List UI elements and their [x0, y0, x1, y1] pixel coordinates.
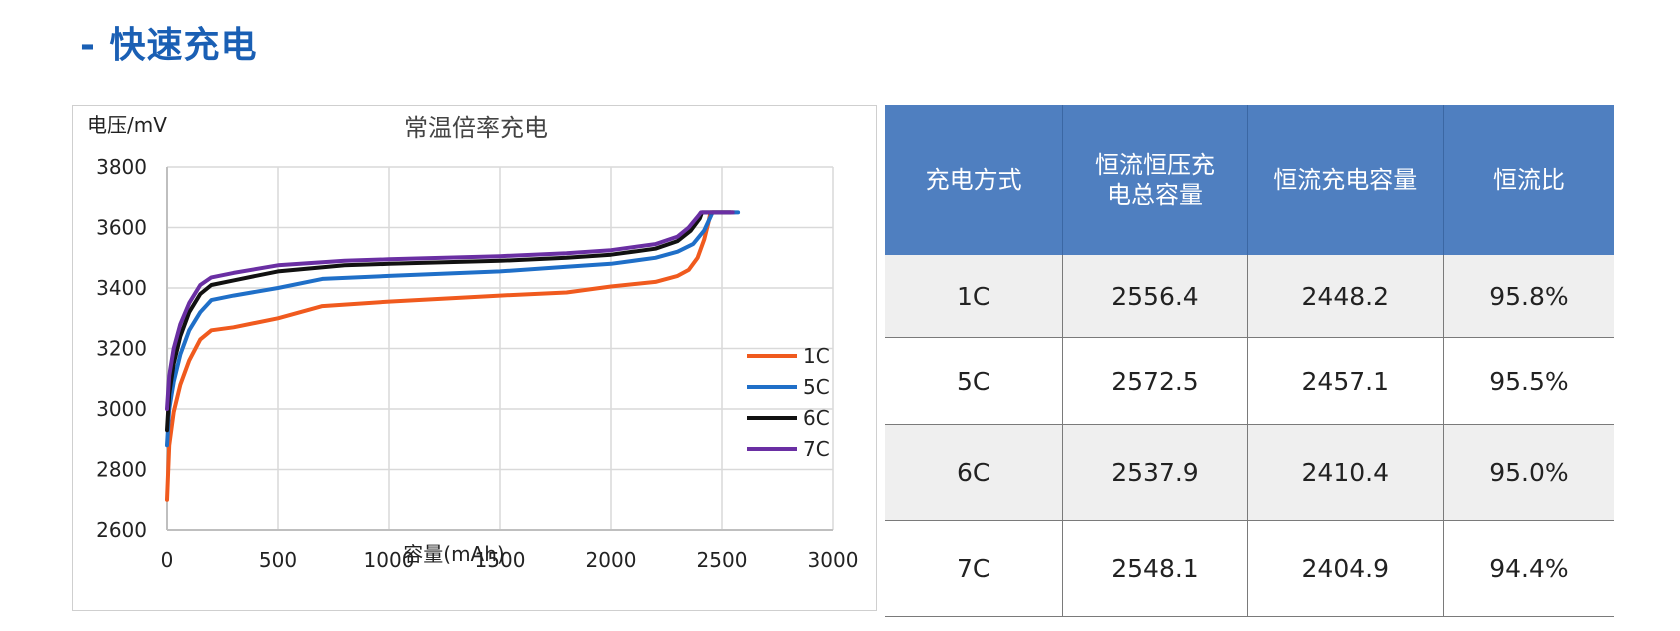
header-total-capacity: 恒流恒压充 电总容量 — [1062, 105, 1248, 255]
x-tick-label: 2500 — [697, 548, 748, 572]
y-tick-label: 3400 — [96, 276, 147, 300]
header-cc-capacity: 恒流充电容量 — [1247, 105, 1444, 255]
legend-label-5C: 5C — [803, 375, 830, 399]
y-tick-label: 3800 — [96, 155, 147, 179]
x-tick-label: 3000 — [808, 548, 859, 572]
cell-cc: 2404.9 — [1247, 520, 1444, 617]
y-tick-label: 2600 — [96, 518, 147, 542]
cell-ratio: 95.0% — [1443, 424, 1614, 521]
cell-total: 2548.1 — [1062, 520, 1248, 617]
cell-mode: 5C — [885, 337, 1064, 425]
cell-ratio: 95.8% — [1443, 255, 1614, 338]
series-line-1C — [165, 210, 737, 502]
table-header-row: 充电方式 恒流恒压充 电总容量 恒流充电容量 恒流比 — [885, 105, 1614, 255]
x-axis-label: 容量(mAh) — [403, 542, 504, 566]
cell-cc: 2410.4 — [1247, 424, 1444, 521]
grid — [166, 166, 834, 531]
series-lines — [165, 210, 741, 502]
series-line-7C — [165, 210, 735, 411]
y-axis-label: 电压/mV — [87, 113, 167, 137]
header-charge-mode: 充电方式 — [885, 105, 1064, 255]
y-tick-label: 3200 — [96, 337, 147, 361]
cell-total: 2572.5 — [1062, 337, 1248, 425]
y-tick-label: 3600 — [96, 216, 147, 240]
cell-total: 2556.4 — [1062, 255, 1248, 338]
cell-ratio: 94.4% — [1443, 520, 1614, 617]
x-tick-label: 500 — [259, 548, 297, 572]
y-tick-label: 3000 — [96, 397, 147, 421]
legend-label-6C: 6C — [803, 406, 830, 430]
x-tick-label: 2000 — [586, 548, 637, 572]
y-tick-label: 2800 — [96, 458, 147, 482]
cell-mode: 1C — [885, 255, 1064, 338]
header-cc-ratio: 恒流比 — [1443, 105, 1614, 255]
series-line-5C — [165, 210, 741, 448]
voltage-capacity-chart: 常温倍率充电 电压/mV 容量(mAh) 2600 2800 3000 3200 340… — [87, 113, 858, 572]
table-row: 1C 2556.4 2448.2 95.8% — [885, 255, 1614, 338]
chart-title: 常温倍率充电 — [404, 114, 548, 142]
legend: 1C 5C 6C 7C — [747, 344, 830, 461]
axis-ticks: 2600 2800 3000 3200 3400 3600 3800 0 500 1000 1500… — [96, 155, 858, 572]
table-row: 7C 2548.1 2404.9 94.4% — [885, 520, 1614, 617]
cell-cc: 2448.2 — [1247, 255, 1444, 338]
x-tick-label: 1000 — [364, 548, 415, 572]
x-tick-label: 1500 — [475, 548, 526, 572]
table-row: 5C 2572.5 2457.1 95.5% — [885, 337, 1614, 425]
cell-mode: 6C — [885, 424, 1064, 521]
table-row: 6C 2537.9 2410.4 95.0% — [885, 424, 1614, 521]
legend-label-7C: 7C — [803, 437, 830, 461]
chart-panel: 常温倍率充电 电压/mV 容量(mAh) 2600 2800 3000 3200 340… — [72, 105, 877, 611]
cell-cc: 2457.1 — [1247, 337, 1444, 425]
cell-ratio: 95.5% — [1443, 337, 1614, 425]
charge-capacity-table: 充电方式 恒流恒压充 电总容量 恒流充电容量 恒流比 1C 2556.4 244… — [885, 105, 1614, 617]
section-title: - 快速充电 — [80, 25, 258, 66]
legend-label-1C: 1C — [803, 344, 830, 368]
x-tick-label: 0 — [161, 548, 174, 572]
cell-total: 2537.9 — [1062, 424, 1248, 521]
cell-mode: 7C — [885, 520, 1064, 617]
